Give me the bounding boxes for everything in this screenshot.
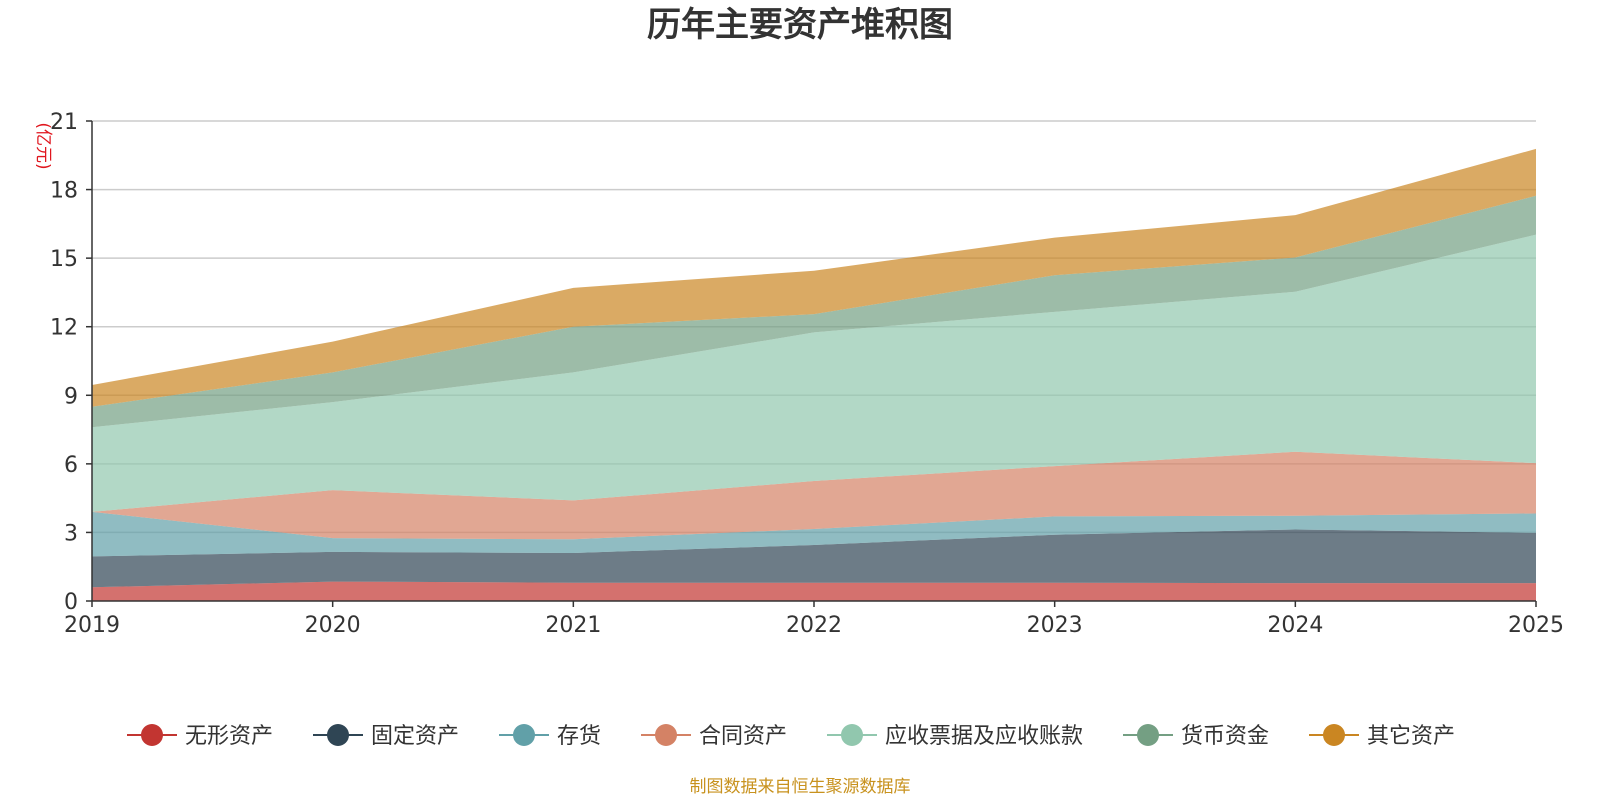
legend-label: 固定资产	[371, 724, 459, 749]
axes: 0 3 6 9 12 15 18 21 2019 2020 2021 2022 2023 2024 2025	[50, 110, 1564, 638]
x-tick-label: 2025	[1508, 613, 1564, 638]
y-axis-unit-label: (亿元)	[33, 122, 53, 169]
legend-marker-icon	[655, 724, 677, 746]
legend-label: 存货	[557, 724, 601, 749]
y-tick-label: 12	[50, 316, 78, 341]
legend-item-4[interactable]: 应收票据及应收账款	[827, 724, 1083, 749]
legend-item-2[interactable]: 存货	[499, 724, 601, 749]
legend-label: 合同资产	[699, 724, 787, 749]
source-note: 制图数据来自恒生聚源数据库	[690, 777, 911, 797]
x-tick-label: 2023	[1027, 613, 1083, 638]
y-tick-label: 18	[50, 179, 78, 204]
legend-item-1[interactable]: 固定资产	[313, 724, 459, 749]
chart-title: 历年主要资产堆积图	[647, 5, 953, 45]
x-tick-label: 2024	[1267, 613, 1323, 638]
y-tick-label: 21	[50, 110, 78, 135]
legend-marker-icon	[1137, 724, 1159, 746]
area-series-4[interactable]	[92, 234, 1536, 512]
legend: 无形资产 固定资产 存货 合同资产 应收票据及应收账款 货币资金 其它资产	[127, 724, 1455, 749]
y-tick-label: 0	[64, 590, 78, 615]
area-series-0[interactable]	[92, 581, 1536, 601]
legend-item-6[interactable]: 其它资产	[1309, 724, 1455, 749]
legend-label: 货币资金	[1181, 724, 1269, 749]
area-series-3[interactable]	[92, 451, 1536, 540]
x-tick-label: 2022	[786, 613, 842, 638]
area-series-6[interactable]	[92, 148, 1536, 407]
y-tick-label: 6	[64, 453, 78, 478]
x-tick-label: 2021	[545, 613, 601, 638]
legend-item-3[interactable]: 合同资产	[641, 724, 787, 749]
legend-marker-icon	[1323, 724, 1345, 746]
y-tick-label: 15	[50, 247, 78, 272]
legend-label: 应收票据及应收账款	[885, 724, 1083, 749]
legend-marker-icon	[513, 724, 535, 746]
legend-marker-icon	[841, 724, 863, 746]
legend-marker-icon	[327, 724, 349, 746]
x-tick-label: 2020	[305, 613, 361, 638]
area-series-5[interactable]	[92, 195, 1536, 428]
area-series-layer	[92, 148, 1536, 601]
legend-marker-icon	[141, 724, 163, 746]
legend-label: 无形资产	[185, 724, 273, 749]
legend-label: 其它资产	[1367, 724, 1455, 749]
legend-item-5[interactable]: 货币资金	[1123, 724, 1269, 749]
y-tick-label: 3	[64, 521, 78, 546]
legend-item-0[interactable]: 无形资产	[127, 724, 273, 749]
y-tick-label: 9	[64, 384, 78, 409]
x-tick-label: 2019	[64, 613, 120, 638]
area-series-1[interactable]	[92, 529, 1536, 588]
area-series-2[interactable]	[92, 511, 1536, 557]
